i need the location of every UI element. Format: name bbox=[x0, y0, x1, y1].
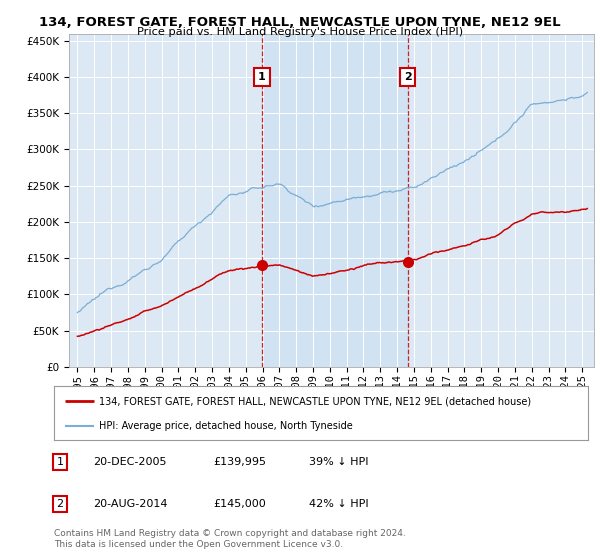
Text: 1: 1 bbox=[56, 457, 64, 467]
Text: 20-DEC-2005: 20-DEC-2005 bbox=[93, 457, 167, 467]
Text: 39% ↓ HPI: 39% ↓ HPI bbox=[309, 457, 368, 467]
Text: Contains HM Land Registry data © Crown copyright and database right 2024.
This d: Contains HM Land Registry data © Crown c… bbox=[54, 529, 406, 549]
Text: 2: 2 bbox=[56, 499, 64, 509]
Text: £139,995: £139,995 bbox=[213, 457, 266, 467]
Text: 1: 1 bbox=[258, 72, 266, 82]
Text: 134, FOREST GATE, FOREST HALL, NEWCASTLE UPON TYNE, NE12 9EL: 134, FOREST GATE, FOREST HALL, NEWCASTLE… bbox=[39, 16, 561, 29]
Text: 134, FOREST GATE, FOREST HALL, NEWCASTLE UPON TYNE, NE12 9EL (detached house): 134, FOREST GATE, FOREST HALL, NEWCASTLE… bbox=[100, 396, 532, 407]
Text: 20-AUG-2014: 20-AUG-2014 bbox=[93, 499, 167, 509]
Bar bbox=[262, 34, 408, 367]
Text: HPI: Average price, detached house, North Tyneside: HPI: Average price, detached house, Nort… bbox=[100, 421, 353, 431]
Text: 42% ↓ HPI: 42% ↓ HPI bbox=[309, 499, 368, 509]
Text: Price paid vs. HM Land Registry's House Price Index (HPI): Price paid vs. HM Land Registry's House … bbox=[137, 27, 463, 37]
Text: £145,000: £145,000 bbox=[213, 499, 266, 509]
Text: 2: 2 bbox=[404, 72, 412, 82]
